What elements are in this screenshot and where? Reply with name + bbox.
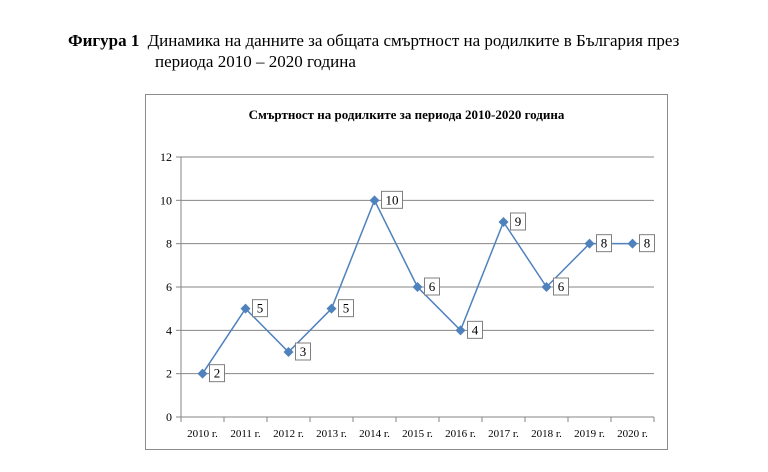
data-label-box (596, 234, 612, 253)
data-point (369, 195, 380, 206)
data-point (498, 217, 509, 227)
data-label-box (424, 277, 440, 296)
data-label: 2 (214, 366, 221, 381)
y-tick-label: 6 (166, 280, 172, 294)
x-tick-label: 2019 г. (574, 428, 605, 440)
y-tick-label: 4 (166, 323, 172, 337)
x-tick-label: 2013 г. (316, 428, 347, 440)
x-tick-label: 2018 г. (531, 428, 562, 440)
data-point (584, 238, 595, 249)
y-tick-label: 10 (160, 193, 172, 207)
data-label-box (295, 342, 311, 361)
data-point (455, 325, 466, 336)
y-tick-label: 12 (160, 150, 172, 164)
data-label: 3 (300, 344, 307, 359)
data-point (283, 347, 294, 357)
data-point (240, 303, 251, 314)
data-label: 5 (257, 301, 264, 316)
data-label-box (639, 234, 655, 253)
x-tick-label: 2012 г. (273, 428, 304, 440)
data-label-box (381, 190, 403, 209)
data-label-box (252, 299, 268, 318)
x-tick-label: 2014 г. (359, 428, 390, 440)
data-label: 5 (343, 301, 350, 316)
data-point (627, 238, 638, 249)
figure-caption-line1: Динамика на данните за общата смъртност … (147, 31, 680, 50)
data-label: 8 (644, 236, 651, 251)
x-tick-label: 2015 г. (402, 428, 433, 440)
figure-number: Фигура 1 (68, 31, 140, 50)
data-label: 6 (429, 279, 436, 294)
figure-caption-line2: периода 2010 – 2020 година (155, 52, 356, 71)
data-label-box (510, 212, 526, 231)
data-label-box (553, 277, 569, 296)
x-tick-label: 2016 г. (445, 428, 476, 440)
data-label-box (338, 299, 354, 318)
y-tick-label: 2 (166, 367, 172, 381)
data-label: 8 (601, 236, 608, 251)
x-tick-label: 2010 г. (187, 428, 218, 440)
data-label-box (209, 364, 225, 383)
data-point (326, 303, 337, 314)
data-label: 10 (386, 192, 399, 207)
chart-title: Смъртност на родилките за периода 2010-2… (248, 107, 565, 122)
data-label: 4 (472, 322, 479, 337)
x-tick-label: 2020 г. (617, 428, 648, 440)
line-chart: 0 2 4 6 8 10 12 2010 г. 2011 г. 2012 г. 2013 г. 201… (160, 150, 655, 440)
figure-caption: Фигура 1 Динамика на данните за общата с… (68, 30, 758, 72)
x-tick-label: 2017 г. (488, 428, 519, 440)
data-point (197, 368, 208, 379)
data-label: 6 (558, 279, 565, 294)
chart-frame: Смъртност на родилките за периода 2010-2… (145, 94, 668, 450)
data-point (412, 282, 423, 292)
y-tick-label: 0 (166, 410, 172, 424)
y-tick-label: 8 (166, 237, 172, 251)
data-label: 9 (515, 214, 522, 229)
x-tick-label: 2011 г. (230, 428, 261, 440)
data-label-box (467, 320, 483, 339)
data-point (541, 282, 552, 292)
